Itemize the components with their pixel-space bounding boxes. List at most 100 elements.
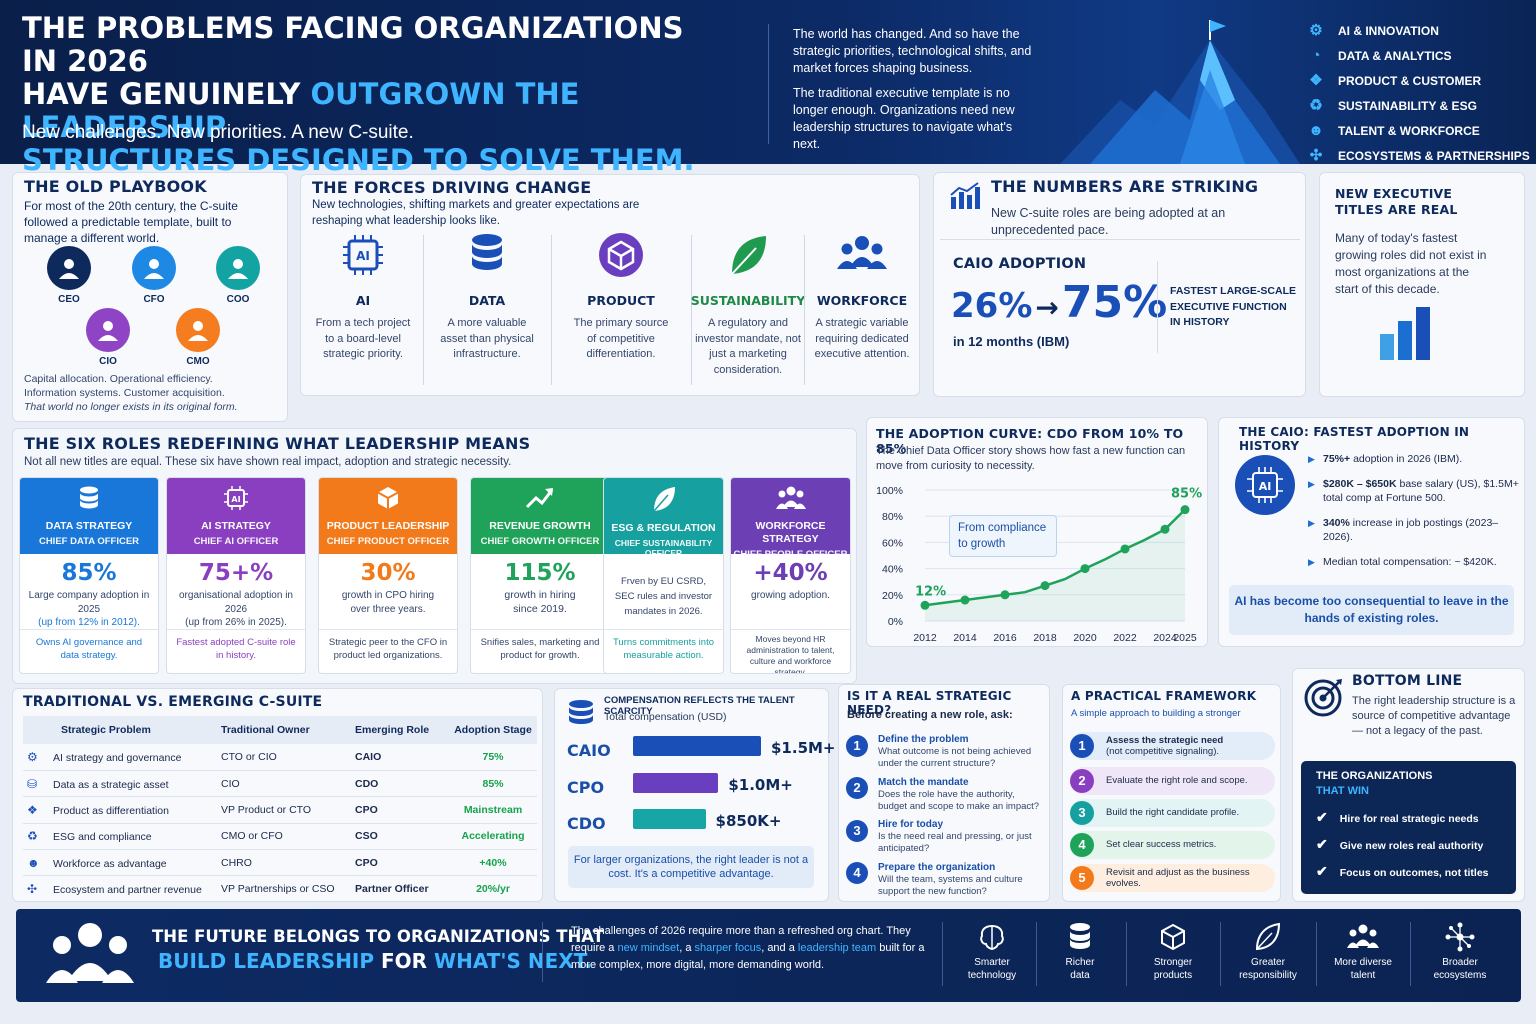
adoption-curve-card: THE ADOPTION CURVE: CDO FROM 10% TO 85% … xyxy=(866,417,1208,647)
person-icon xyxy=(188,321,208,341)
footer-item-products: Stronger products xyxy=(1131,922,1215,982)
coo-label: COO xyxy=(226,294,250,305)
people-group-icon xyxy=(46,923,134,983)
x-tick-label: 2016 xyxy=(993,632,1017,644)
bottom-line-card: BOTTOM LINE The right leadership structu… xyxy=(1292,668,1525,902)
person-icon xyxy=(59,259,79,279)
check-icon: ✔ xyxy=(1316,863,1328,879)
new-titles-title: NEW EXECUTIVE TITLES ARE REAL xyxy=(1335,186,1458,217)
framework-intro: A simple approach to building a stronger xyxy=(1071,708,1241,719)
coins-stack-icon xyxy=(569,700,593,724)
product-cube-icon: ❖ xyxy=(27,802,38,817)
adoption-curve-title: THE ADOPTION CURVE: CDO FROM 10% TO 85% xyxy=(876,426,1184,456)
force-workforce: WORKFORCE A strategic variable requiring… xyxy=(800,231,919,363)
comp-label-cpo: CPO xyxy=(567,778,605,797)
strategic-need-intro: Before creating a new role, ask: xyxy=(847,709,1013,721)
caio-adoption-note: FASTEST LARGE-SCALE EXECUTIVE FUNCTION I… xyxy=(1170,285,1297,328)
comp-value-cdo: $850K+ xyxy=(715,812,782,830)
table-row: ✣ Ecosystem and partner revenue VP Partner… xyxy=(23,875,537,901)
product-cube-icon xyxy=(599,233,643,277)
winner-item: ✔ Focus on outcomes, not titles xyxy=(1316,863,1489,879)
caio-bullet: ▶ 340% increase in job postings (2023–202… xyxy=(1308,517,1499,543)
chart-data-point xyxy=(920,600,930,610)
comp-bar-caio xyxy=(633,736,761,756)
cio-avatar xyxy=(86,308,130,352)
table-row: ⚙ AI strategy and governance CTO or CIO CAI… xyxy=(23,744,537,771)
ai-chip-icon: AI xyxy=(343,235,383,275)
comp-bar-cdo xyxy=(633,809,706,829)
adoption-line-chart: 0% 20% 40% 60% 80% 100% 2012 2014 2016 2018 2020 2… xyxy=(876,485,1202,644)
chart-data-point xyxy=(1080,564,1090,574)
ceo-label: CEO xyxy=(58,294,80,305)
analytics-icon: ◔ xyxy=(1311,46,1321,64)
strategic-need-title: IS IT A REAL STRATEGIC NEED? xyxy=(847,689,1012,717)
ai-chip-icon: ⚙ xyxy=(27,749,38,764)
database-icon xyxy=(1070,923,1090,949)
force-data: DATA A more valuable asset than physical… xyxy=(425,231,549,363)
strategic-need-card: IS IT A REAL STRATEGIC NEED? Before crea… xyxy=(838,684,1050,902)
bottom-line-title: BOTTOM LINE xyxy=(1352,673,1463,689)
growth-bars-icon xyxy=(1380,307,1430,360)
chart-area-fill xyxy=(925,509,1185,621)
svg-text:AI: AI xyxy=(231,495,240,504)
product-icon: ❖ xyxy=(1309,71,1323,89)
footer-headline-2: BUILD LEADERSHIP FOR WHAT'S NEXT. xyxy=(158,949,592,973)
leaf-icon xyxy=(1255,922,1281,951)
chart-start-label: 12% xyxy=(915,584,946,599)
cmo-label: CMO xyxy=(186,356,210,367)
compensation-title: COMPENSATION REFLECTS THE TALENT SCARCIT… xyxy=(604,695,795,717)
forces-title: THE FORCES DRIVING CHANGE xyxy=(312,178,592,197)
footer-item-talent: More diverse talent xyxy=(1321,922,1405,982)
ceo-avatar xyxy=(47,246,91,290)
people-group-icon xyxy=(775,486,806,509)
force-product: PRODUCT The primary source of competitiv… xyxy=(559,231,683,363)
numbers-intro: New C-suite roles are being adopted at a… xyxy=(991,206,1226,237)
framework-step: 1 Assess the strategic need (not competiti… xyxy=(1070,732,1275,760)
leaf-icon: ♻ xyxy=(27,829,38,844)
comp-value-caio: $1.5M+ xyxy=(771,739,836,757)
category-list: ⚙ AI & INNOVATION ◔ DATA & ANALYTICS ❖ PROD… xyxy=(1306,18,1530,168)
y-tick-label: 80% xyxy=(882,511,903,523)
old-playbook-intro: For most of the 20th century, the C-suit… xyxy=(24,199,238,246)
comparison-card: TRADITIONAL VS. EMERGING C-SUITE Strateg… xyxy=(12,688,543,902)
network-icon: ✣ xyxy=(27,882,38,897)
y-tick-label: 100% xyxy=(876,485,903,497)
comparison-title: TRADITIONAL VS. EMERGING C-SUITE xyxy=(23,694,323,710)
chip-icon: ⚙ xyxy=(1309,21,1323,39)
role-card-caio: AI AI STRATEGY CHIEF AI OFFICER 75+% org… xyxy=(166,477,306,674)
product-cube-icon xyxy=(1161,923,1185,951)
category-product: ❖ PRODUCT & CUSTOMER xyxy=(1306,68,1530,93)
chart-data-point xyxy=(960,595,970,605)
x-tick-label: 2025 xyxy=(1173,632,1197,644)
category-ai: ⚙ AI & INNOVATION xyxy=(1306,18,1530,43)
person-icon xyxy=(228,259,248,279)
footer-item-data: Richer data xyxy=(1038,922,1122,982)
framework-step: 4 Set clear success metrics. xyxy=(1070,831,1275,859)
people-icon: ☻ xyxy=(1308,121,1324,139)
person-icon xyxy=(144,259,164,279)
ai-chip-icon: AI xyxy=(224,486,248,510)
six-roles-intro: Not all new titles are equal. These six … xyxy=(24,456,512,468)
winners-box: THE ORGANIZATIONS THAT WIN ✔ Hire for rea… xyxy=(1301,761,1516,894)
role-card-cso: ESG & REGULATION CHIEF SUSTAINABILITY OF… xyxy=(603,477,724,674)
check-icon: ✔ xyxy=(1316,809,1328,825)
x-tick-label: 2012 xyxy=(913,632,937,644)
footer-headline-1: THE FUTURE BELONGS TO ORGANIZATIONS THAT xyxy=(152,927,605,946)
table-row: ♻ ESG and compliance CMO or CFO CSO Accelera… xyxy=(23,823,537,851)
caio-title: THE CAIO: FASTEST ADOPTION IN HISTORY xyxy=(1239,425,1470,453)
chart-data-point xyxy=(1180,505,1190,515)
x-tick-label: 2020 xyxy=(1073,632,1097,644)
cfo-avatar xyxy=(132,246,176,290)
comp-bar-cpo xyxy=(633,773,719,793)
people-icon: ☻ xyxy=(27,855,40,870)
y-tick-label: 60% xyxy=(882,537,903,549)
footer-banner xyxy=(16,909,1521,1002)
table-row: ☻ Workforce as advantage CHRO CPO +40% xyxy=(23,849,537,877)
network-icon xyxy=(1445,922,1475,952)
framework-step: 2 Evaluate the right role and scope. xyxy=(1070,767,1275,795)
leaf-icon: ♻ xyxy=(1309,96,1323,114)
ai-brain-chip-icon: AI xyxy=(1235,455,1295,515)
caio-callout: AI has become too consequential to leave… xyxy=(1229,585,1514,635)
x-tick-label: 2024 xyxy=(1153,632,1177,644)
svg-text:AI: AI xyxy=(1259,480,1272,493)
